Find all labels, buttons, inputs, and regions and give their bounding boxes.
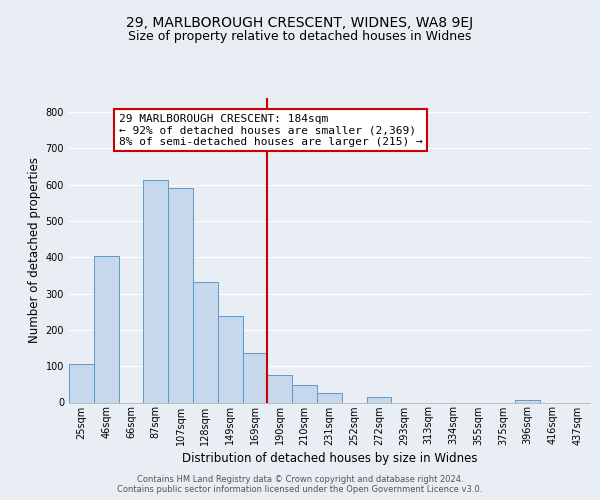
Bar bbox=[143, 180, 168, 402]
Bar bbox=[317, 394, 342, 402]
Text: 29, MARLBOROUGH CRESCENT, WIDNES, WA8 9EJ: 29, MARLBOROUGH CRESCENT, WIDNES, WA8 9E… bbox=[127, 16, 473, 30]
Bar bbox=[268, 376, 292, 402]
Y-axis label: Number of detached properties: Number of detached properties bbox=[28, 157, 41, 343]
Text: Contains public sector information licensed under the Open Government Licence v3: Contains public sector information licen… bbox=[118, 485, 482, 494]
Bar bbox=[69, 364, 94, 403]
Text: Contains HM Land Registry data © Crown copyright and database right 2024.: Contains HM Land Registry data © Crown c… bbox=[137, 475, 463, 484]
X-axis label: Distribution of detached houses by size in Widnes: Distribution of detached houses by size … bbox=[182, 452, 477, 464]
Text: 29 MARLBOROUGH CRESCENT: 184sqm
← 92% of detached houses are smaller (2,369)
8% : 29 MARLBOROUGH CRESCENT: 184sqm ← 92% of… bbox=[119, 114, 422, 147]
Bar bbox=[193, 282, 218, 403]
Bar bbox=[292, 385, 317, 402]
Bar bbox=[515, 400, 540, 402]
Text: Size of property relative to detached houses in Widnes: Size of property relative to detached ho… bbox=[128, 30, 472, 43]
Bar bbox=[94, 256, 119, 402]
Bar bbox=[367, 397, 391, 402]
Bar bbox=[218, 316, 242, 402]
Bar bbox=[168, 188, 193, 402]
Bar bbox=[242, 353, 268, 403]
